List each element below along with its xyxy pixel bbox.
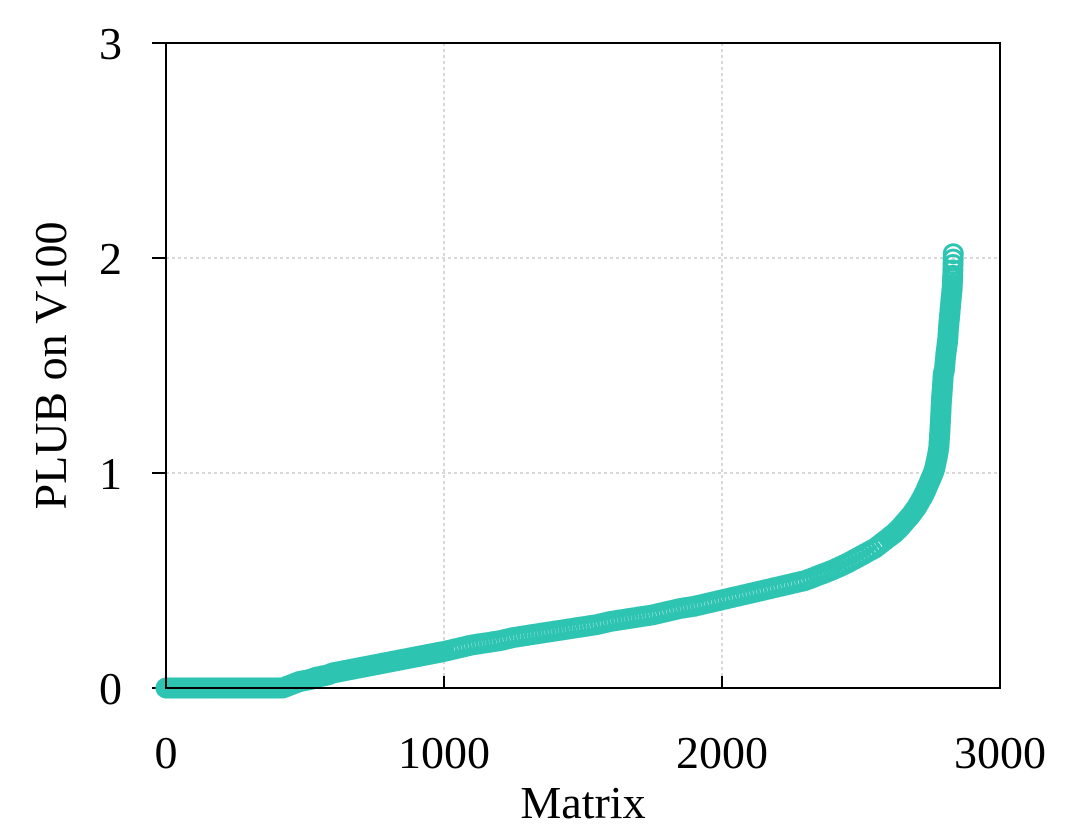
data-points	[155, 243, 964, 699]
x-axis-label: Matrix	[520, 777, 645, 828]
y-tick-label: 0	[99, 663, 122, 714]
plot-frame	[165, 42, 1001, 689]
x-tick-label: 1000	[398, 727, 490, 778]
grid-lines	[166, 43, 1000, 688]
y-tick-label: 1	[99, 448, 122, 499]
y-tick-label: 3	[99, 18, 122, 69]
y-axis-label: PLUB on V100	[25, 222, 76, 510]
y-tick-label: 2	[99, 233, 122, 284]
tick-labels: 0 1000 2000 3000 0 1 2 3	[99, 18, 1046, 778]
x-tick-label: 2000	[676, 727, 768, 778]
x-tick-label: 3000	[954, 727, 1046, 778]
axis-ticks	[152, 42, 1001, 689]
x-tick-label: 0	[155, 727, 178, 778]
data-point	[942, 243, 964, 265]
